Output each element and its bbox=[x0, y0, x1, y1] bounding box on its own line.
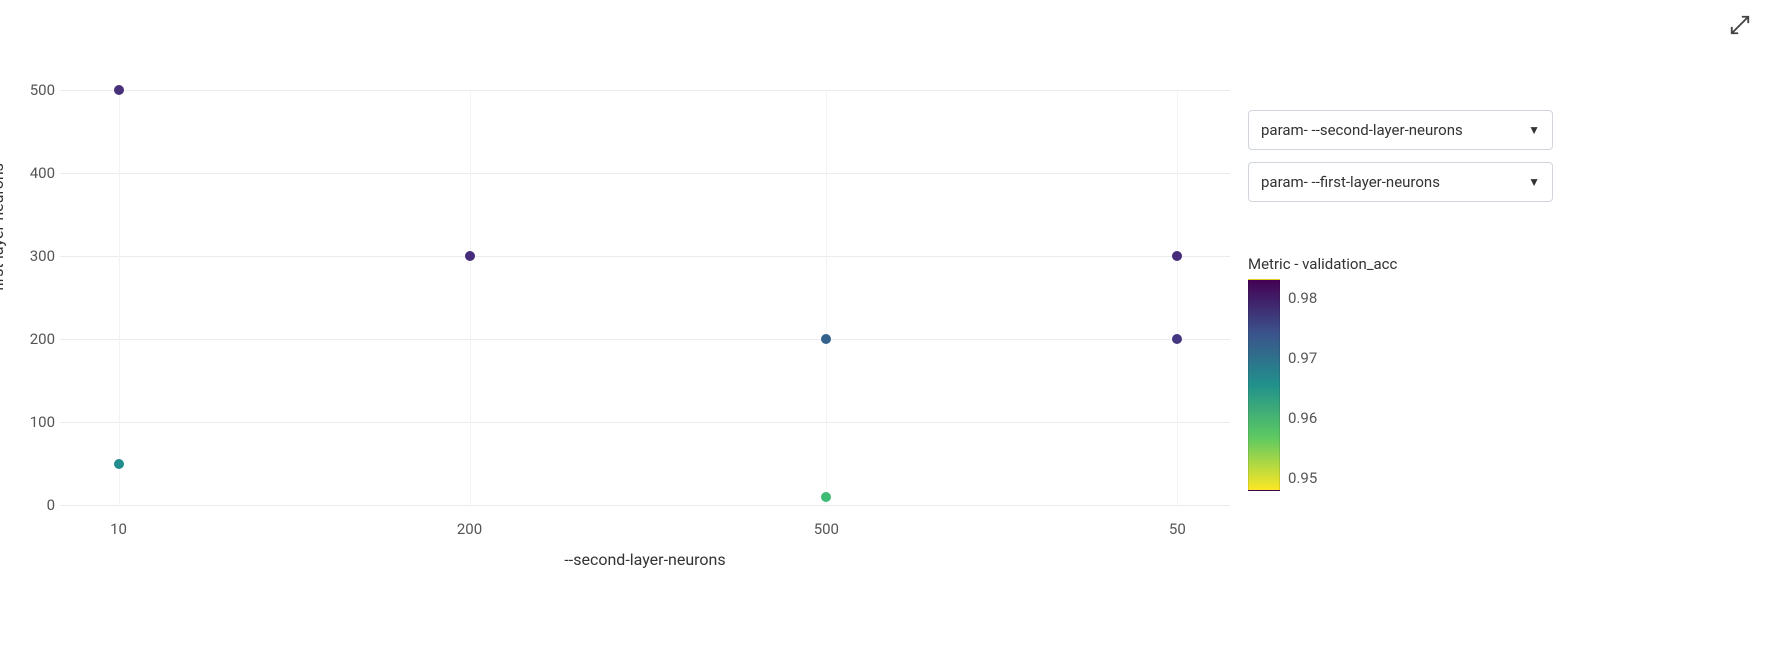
colorbar-tick-label: 0.96 bbox=[1288, 409, 1317, 427]
x-param-select[interactable]: param- --second-layer-neurons ▼ bbox=[1248, 110, 1553, 150]
y-tick-label: 400 bbox=[25, 164, 55, 182]
y-axis-title: --first-layer-neurons bbox=[0, 163, 7, 300]
colorbar-tick-label: 0.95 bbox=[1288, 469, 1317, 487]
data-point[interactable] bbox=[114, 459, 124, 469]
gridline-h bbox=[60, 173, 1230, 174]
gridline-h bbox=[60, 256, 1230, 257]
scatter-plot[interactable] bbox=[60, 90, 1230, 505]
chevron-down-icon: ▼ bbox=[1528, 175, 1540, 189]
x-tick-label: 50 bbox=[1169, 520, 1186, 538]
data-point[interactable] bbox=[114, 85, 124, 95]
gridline-h bbox=[60, 90, 1230, 91]
gridline-v bbox=[119, 90, 120, 505]
data-point[interactable] bbox=[465, 251, 475, 261]
x-param-select-label: param- --second-layer-neurons bbox=[1261, 121, 1463, 139]
colorbar-legend: Metric - validation_acc 0.95 0.96 0.97 0.98 bbox=[1248, 255, 1508, 491]
data-point[interactable] bbox=[821, 492, 831, 502]
expand-icon[interactable] bbox=[1729, 14, 1751, 36]
gridline-v bbox=[1177, 90, 1178, 505]
x-tick-label: 200 bbox=[457, 520, 482, 538]
gridline-h bbox=[60, 339, 1230, 340]
x-tick-label: 500 bbox=[814, 520, 839, 538]
colorbar-gradient bbox=[1248, 279, 1280, 491]
colorbar-tick-label: 0.97 bbox=[1288, 349, 1317, 367]
y-tick-label: 300 bbox=[25, 247, 55, 265]
x-tick-label: 10 bbox=[110, 520, 127, 538]
gridline-h bbox=[60, 422, 1230, 423]
param-select-panel: param- --second-layer-neurons ▼ param- -… bbox=[1248, 110, 1553, 214]
y-tick-label: 0 bbox=[25, 496, 55, 514]
data-point[interactable] bbox=[1172, 251, 1182, 261]
gridline-v bbox=[826, 90, 827, 505]
y-tick-label: 200 bbox=[25, 330, 55, 348]
colorbar-tick-label: 0.98 bbox=[1288, 289, 1317, 307]
colorbar-title: Metric - validation_acc bbox=[1248, 255, 1508, 273]
y-tick-label: 500 bbox=[25, 81, 55, 99]
colorbar-ticks: 0.95 0.96 0.97 0.98 bbox=[1288, 279, 1348, 491]
data-point[interactable] bbox=[1172, 334, 1182, 344]
x-axis-title: --second-layer-neurons bbox=[564, 550, 725, 569]
gridline-v bbox=[470, 90, 471, 505]
gridline-h bbox=[60, 505, 1230, 506]
y-param-select-label: param- --first-layer-neurons bbox=[1261, 173, 1440, 191]
y-param-select[interactable]: param- --first-layer-neurons ▼ bbox=[1248, 162, 1553, 202]
chevron-down-icon: ▼ bbox=[1528, 123, 1540, 137]
data-point[interactable] bbox=[821, 334, 831, 344]
y-tick-label: 100 bbox=[25, 413, 55, 431]
